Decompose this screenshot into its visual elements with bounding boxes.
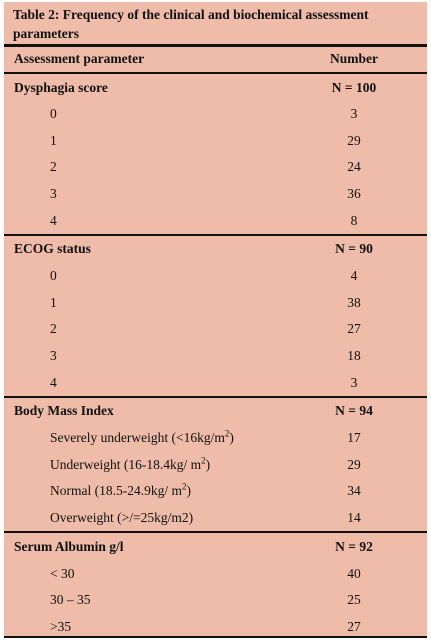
row-label: 0 — [50, 106, 57, 122]
table-row: 3 36 — [4, 181, 427, 208]
row-label: Overweight (>/=25kg/m2) — [50, 510, 194, 526]
section-n: N = 92 — [335, 538, 373, 554]
table-row: >35 27 — [4, 614, 427, 641]
row-value: 8 — [350, 212, 358, 228]
section-n: N = 90 — [335, 241, 373, 257]
row-label: 3 — [50, 348, 57, 364]
section-label: ECOG status — [14, 241, 91, 257]
table-row: < 30 40 — [4, 560, 427, 587]
row-label: < 30 — [50, 565, 75, 581]
section-label: Serum Albumin g/l — [14, 538, 124, 554]
table-row: 1 29 — [4, 128, 427, 155]
row-value: 17 — [347, 430, 361, 446]
row-value: 25 — [347, 592, 361, 608]
table-row: Normal (18.5-24.9kg/ m2) 34 — [4, 478, 427, 505]
row-label: 2 — [50, 159, 57, 175]
table-row: 2 24 — [4, 154, 427, 181]
row-label: 1 — [50, 132, 57, 148]
header-parameter: Assessment parameter — [14, 51, 145, 66]
row-label: Underweight (16-18.4kg/ m2) — [50, 455, 211, 472]
row-value: 24 — [347, 159, 361, 175]
row-label: 1 — [50, 294, 57, 310]
row-value: 34 — [347, 483, 361, 499]
table-header: Assessment parameter Number — [4, 47, 427, 74]
table-row: 1 38 — [4, 290, 427, 317]
assessment-table: Table 2: Frequency of the clinical and b… — [4, 2, 427, 638]
section-n: N = 100 — [331, 79, 377, 95]
row-label: 30 – 35 — [50, 592, 91, 608]
row-label: 4 — [50, 374, 57, 390]
table-bottom-rule — [4, 636, 427, 638]
section-label: Dysphagia score — [14, 79, 108, 95]
table-row: Severely underweight (<16kg/m2) 17 — [4, 425, 427, 452]
row-value: 3 — [350, 374, 358, 390]
row-value: 38 — [347, 294, 361, 310]
table-row: 3 18 — [4, 343, 427, 370]
row-label: >35 — [50, 618, 72, 634]
section-dysphagia: Dysphagia score N = 100 — [4, 74, 427, 101]
row-value: 27 — [347, 321, 361, 337]
section-bmi: Body Mass Index N = 94 — [4, 395, 427, 425]
section-albumin: Serum Albumin g/l N = 92 — [4, 531, 427, 560]
row-value: 36 — [347, 186, 361, 202]
row-label: 2 — [50, 321, 57, 337]
row-label: 3 — [50, 186, 57, 202]
section-ecog: ECOG status N = 90 — [4, 233, 427, 263]
row-label: Normal (18.5-24.9kg/ m2) — [50, 481, 191, 499]
row-value: 3 — [350, 106, 358, 122]
section-label: Body Mass Index — [14, 403, 114, 419]
table-row: Underweight (16-18.4kg/ m2) 29 — [4, 452, 427, 479]
row-value: 4 — [350, 268, 358, 284]
row-value: 27 — [347, 618, 361, 634]
row-label: 4 — [50, 212, 57, 228]
row-value: 14 — [347, 510, 361, 526]
row-value: 18 — [347, 348, 361, 364]
table-row: 30 – 35 25 — [4, 587, 427, 614]
table-row: 2 27 — [4, 316, 427, 343]
row-label: 0 — [50, 268, 57, 284]
row-value: 29 — [347, 456, 361, 472]
table-caption: Table 2: Frequency of the clinical and b… — [4, 2, 427, 47]
section-n: N = 94 — [335, 403, 373, 419]
table-row: Overweight (>/=25kg/m2) 14 — [4, 505, 427, 532]
row-label: Severely underweight (<16kg/m2) — [50, 428, 234, 446]
row-value: 29 — [347, 132, 361, 148]
header-number: Number — [330, 51, 378, 66]
row-value: 40 — [347, 565, 361, 581]
